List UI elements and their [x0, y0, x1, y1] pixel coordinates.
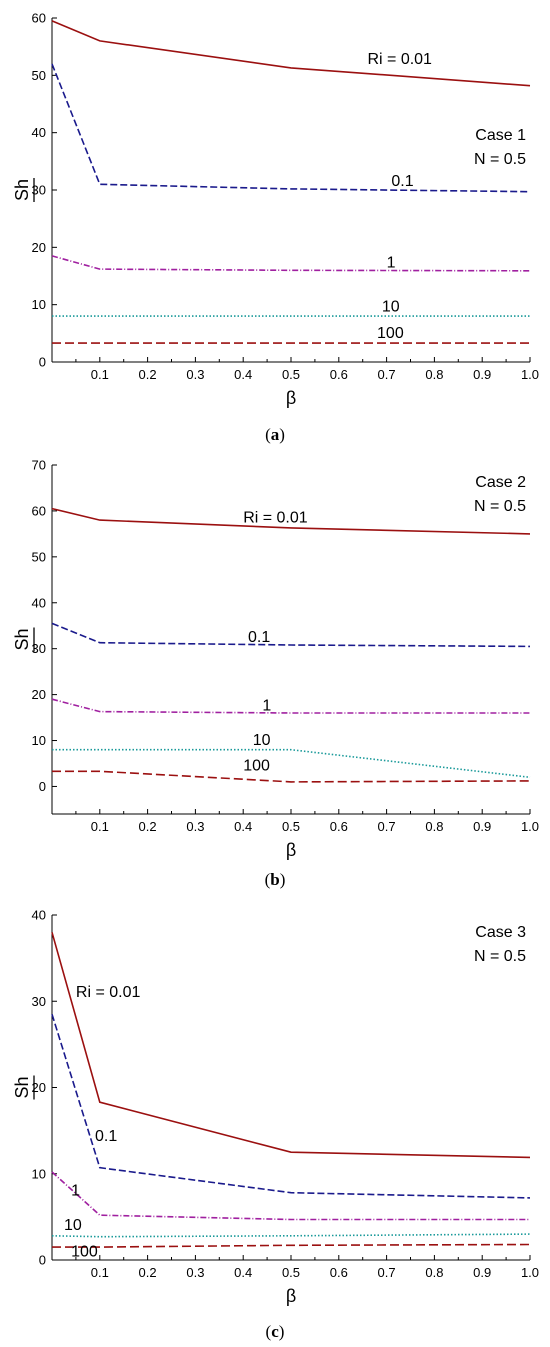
x-tick-label: 0.7	[378, 367, 396, 382]
y-tick-label: 30	[32, 183, 46, 198]
x-tick-label: 0.5	[282, 1265, 300, 1280]
y-tick-label: 10	[32, 297, 46, 312]
y-tick-label: 20	[32, 687, 46, 702]
series-label: 10	[382, 299, 400, 316]
x-tick-label: 0.2	[139, 819, 157, 834]
chart-panel-c: 0.1 0.2 0.3 0.4 0.5 0.6 0.7 0.8 0.9 1.0 0 10 20 30 40 β…	[12, 908, 539, 1342]
x-tick-label: 0.5	[282, 819, 300, 834]
panel-caption-letter: c	[271, 1322, 279, 1341]
series-line-0	[51, 932, 531, 1159]
x-tick-label: 0.1	[91, 367, 109, 382]
series-label: 100	[243, 757, 270, 774]
x-tick-label: 0.9	[473, 367, 491, 382]
y-tick-label: 60	[32, 503, 46, 518]
case-label: Case 2	[475, 474, 526, 491]
panel-caption-letter: a	[271, 425, 280, 444]
x-tick-label: 0.1	[91, 1265, 109, 1280]
series-label: 1	[387, 254, 396, 271]
y-tick-label: 30	[32, 641, 46, 656]
y-tick-label: 10	[32, 1166, 46, 1181]
y-tick-label: 20	[32, 240, 46, 255]
y-tick-label: 50	[32, 549, 46, 564]
x-tick-label: 0.9	[473, 1265, 491, 1280]
series-label: Ri = 0.01	[243, 509, 308, 526]
x-tick-label: 0.9	[473, 819, 491, 834]
series-line-1	[51, 63, 531, 193]
x-tick-label: 0.5	[282, 367, 300, 382]
series-label: Ri = 0.01	[367, 51, 432, 68]
chart-panel-a: 0.1 0.2 0.3 0.4 0.5 0.6 0.7 0.8 0.9 1.0 0 10 20 30 40 5…	[12, 11, 539, 445]
y-axis-label: Sh	[12, 1076, 32, 1098]
x-tick-label: 0.6	[330, 819, 348, 834]
x-tick-label: 0.3	[186, 819, 204, 834]
series-label: 10	[64, 1217, 82, 1234]
x-tick-label: 0.8	[425, 1265, 443, 1280]
series-label: 10	[253, 732, 271, 749]
case-label: Case 1	[475, 127, 526, 144]
series-line-3	[51, 1233, 531, 1238]
panel-caption: (c)	[266, 1322, 285, 1341]
panel-caption: (b)	[265, 870, 286, 889]
x-tick-label: 0.3	[186, 1265, 204, 1280]
x-tick-label: 0.4	[234, 367, 252, 382]
x-axis-label: β	[286, 1286, 296, 1306]
series-line-0	[51, 507, 531, 535]
y-axis-label: Sh	[12, 179, 32, 201]
series-label: 100	[377, 325, 404, 342]
x-tick-label: 1.0	[521, 367, 539, 382]
y-tick-label: 30	[32, 994, 46, 1009]
x-axis-label: β	[286, 388, 296, 408]
x-axis-label: β	[286, 840, 296, 860]
x-tick-label: 0.3	[186, 367, 204, 382]
series-label: Ri = 0.01	[76, 984, 141, 1001]
y-tick-label: 60	[32, 11, 46, 26]
series-label: 0.1	[248, 629, 270, 646]
series-label: 100	[71, 1244, 98, 1261]
chart-panel-b: 0.1 0.2 0.3 0.4 0.5 0.6 0.7 0.8 0.9 1.0 0 10 20 30 40 5…	[12, 458, 539, 890]
y-tick-label: 10	[32, 733, 46, 748]
series-line-1	[51, 622, 531, 648]
y-tick-label: 40	[32, 595, 46, 610]
y-tick-label: 0	[39, 355, 46, 370]
x-tick-label: 0.7	[378, 819, 396, 834]
x-tick-label: 0.8	[425, 819, 443, 834]
y-tick-label: 70	[32, 458, 46, 473]
y-tick-label: 0	[39, 1253, 46, 1268]
case-label: Case 3	[475, 924, 526, 941]
n-value-label: N = 0.5	[474, 151, 526, 168]
x-tick-label: 0.6	[330, 367, 348, 382]
x-tick-label: 1.0	[521, 819, 539, 834]
series-line-4	[52, 770, 531, 783]
series-label: 0.1	[95, 1128, 117, 1145]
x-tick-label: 0.4	[234, 819, 252, 834]
series-line-1	[51, 1013, 531, 1199]
series-label: 1	[262, 698, 271, 715]
panel-caption: (a)	[265, 425, 285, 444]
y-tick-label: 0	[39, 779, 46, 794]
y-tick-label: 40	[32, 908, 46, 923]
x-tick-label: 0.6	[330, 1265, 348, 1280]
series-line-2	[51, 1171, 530, 1221]
panel-caption-letter: b	[270, 870, 279, 889]
series-line-4	[52, 1243, 531, 1248]
x-tick-label: 0.7	[378, 1265, 396, 1280]
y-tick-label: 50	[32, 68, 46, 83]
n-value-label: N = 0.5	[474, 948, 526, 965]
series-line-0	[51, 20, 531, 87]
x-tick-label: 0.4	[234, 1265, 252, 1280]
y-tick-label: 40	[32, 125, 46, 140]
y-tick-label: 20	[32, 1080, 46, 1095]
x-tick-label: 0.2	[139, 1265, 157, 1280]
series-label: 0.1	[391, 173, 413, 190]
series-line-2	[51, 255, 531, 272]
n-value-label: N = 0.5	[474, 498, 526, 515]
x-tick-label: 0.8	[425, 367, 443, 382]
series-label: 1	[71, 1182, 80, 1199]
x-tick-label: 1.0	[521, 1265, 539, 1280]
x-tick-label: 0.1	[91, 819, 109, 834]
x-tick-label: 0.2	[139, 367, 157, 382]
y-axis-label: Sh	[12, 628, 32, 650]
series-line-2	[51, 698, 530, 714]
